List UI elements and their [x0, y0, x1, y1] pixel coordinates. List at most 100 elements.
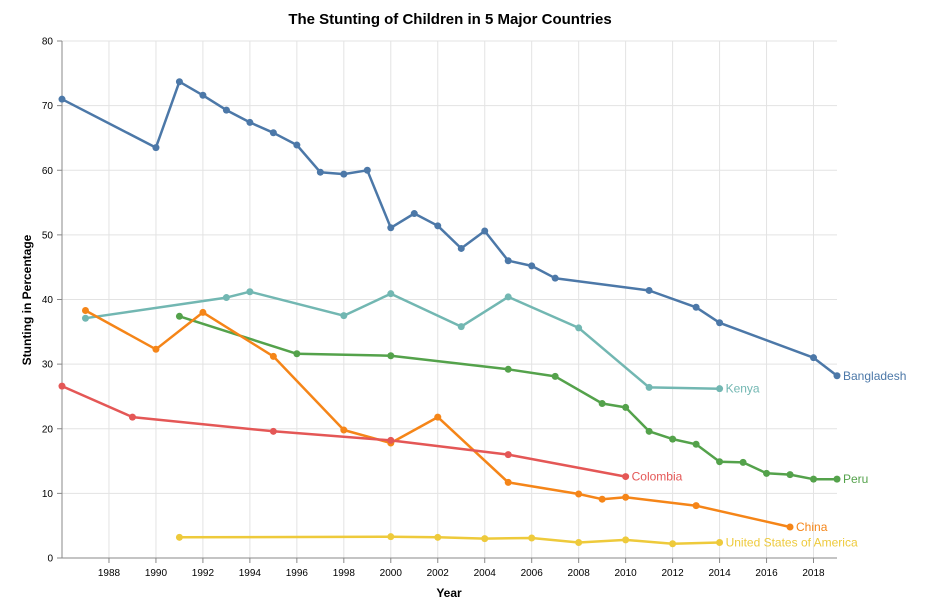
data-point [692, 303, 700, 311]
data-point [152, 345, 160, 353]
data-point [199, 91, 207, 99]
data-point [457, 323, 465, 331]
data-point [363, 166, 371, 174]
data-point [504, 365, 512, 373]
series-line [60, 80, 839, 378]
y-tick-label: 40 [42, 295, 54, 306]
series-labels: Bangladesh Kenya Peru China Colombia United S… [632, 369, 907, 550]
data-point [293, 141, 301, 149]
data-point [340, 426, 348, 434]
data-point [410, 210, 418, 218]
data-point [716, 458, 724, 466]
x-tick-label: 2018 [802, 568, 825, 579]
data-point [763, 469, 771, 477]
y-tick-label: 60 [42, 166, 54, 177]
x-axis-title: Year [436, 586, 462, 600]
x-tick-label: 1998 [333, 568, 356, 579]
data-point [692, 440, 700, 448]
data-point [175, 533, 183, 541]
data-point [246, 118, 254, 126]
series-colombia [58, 382, 630, 481]
data-point [387, 436, 395, 444]
data-point [152, 144, 160, 152]
data-point [528, 534, 536, 542]
series-line [178, 315, 839, 481]
series-label: Kenya [726, 382, 760, 396]
data-point [457, 244, 465, 252]
data-point [222, 294, 230, 302]
data-point [551, 372, 559, 380]
data-point [622, 403, 630, 411]
data-point [81, 314, 89, 322]
data-point [81, 306, 89, 314]
series-kenya [81, 288, 724, 393]
data-point [504, 478, 512, 486]
data-point [175, 78, 183, 86]
x-tick-label: 2012 [661, 568, 684, 579]
series-line [178, 535, 721, 546]
data-point [269, 129, 277, 137]
data-point [622, 493, 630, 501]
data-point [786, 471, 794, 479]
series-label: Peru [843, 472, 868, 486]
series-label: Bangladesh [843, 369, 906, 383]
y-tick-label: 70 [42, 101, 54, 112]
data-point [528, 262, 536, 270]
data-point [598, 495, 606, 503]
y-tick-label: 50 [42, 230, 54, 241]
y-axis-title: Stunting in Percentage [20, 234, 34, 365]
axes: 1988 1990 1992 1994 1996 1998 2000 2002 2004 2006… [42, 37, 837, 579]
data-point [833, 372, 841, 380]
data-point [387, 533, 395, 541]
x-tick-label: 2010 [615, 568, 638, 579]
series-layer [58, 78, 841, 548]
data-point [575, 538, 583, 546]
data-point [810, 354, 818, 362]
series-peru [175, 312, 841, 483]
x-tick-label: 1988 [98, 568, 121, 579]
data-point [481, 227, 489, 235]
x-tick-label: 1992 [192, 568, 215, 579]
data-point [716, 385, 724, 393]
data-point [340, 312, 348, 320]
data-point [645, 427, 653, 435]
data-point [786, 523, 794, 531]
data-point [434, 413, 442, 421]
data-point [575, 324, 583, 332]
series-label: United States of America [726, 535, 858, 549]
data-point [293, 350, 301, 358]
series-line [60, 384, 627, 478]
series-united-states-of-america [175, 533, 724, 548]
data-point [316, 168, 324, 176]
x-tick-label: 1996 [286, 568, 309, 579]
series-label: Colombia [632, 470, 683, 484]
data-point [669, 540, 677, 548]
data-point [645, 286, 653, 294]
y-tick-label: 10 [42, 489, 54, 500]
x-tick-label: 2006 [521, 568, 544, 579]
y-tick-label: 30 [42, 360, 54, 371]
data-point [246, 288, 254, 296]
x-tick-label: 1994 [239, 568, 262, 579]
x-tick-label: 1990 [145, 568, 168, 579]
data-point [716, 319, 724, 327]
data-point [833, 475, 841, 483]
data-point [551, 274, 559, 282]
data-point [387, 290, 395, 298]
data-point [387, 224, 395, 232]
data-point [739, 458, 747, 466]
data-point [128, 413, 136, 421]
chart-title: The Stunting of Children in 5 Major Coun… [288, 11, 611, 28]
data-point [669, 435, 677, 443]
series-line [84, 290, 721, 390]
data-point [481, 535, 489, 543]
data-point [58, 382, 66, 390]
y-tick-label: 20 [42, 424, 54, 435]
data-point [575, 490, 583, 498]
data-point [175, 312, 183, 320]
data-point [269, 352, 277, 360]
x-tick-label: 2004 [474, 568, 497, 579]
data-point [58, 95, 66, 103]
